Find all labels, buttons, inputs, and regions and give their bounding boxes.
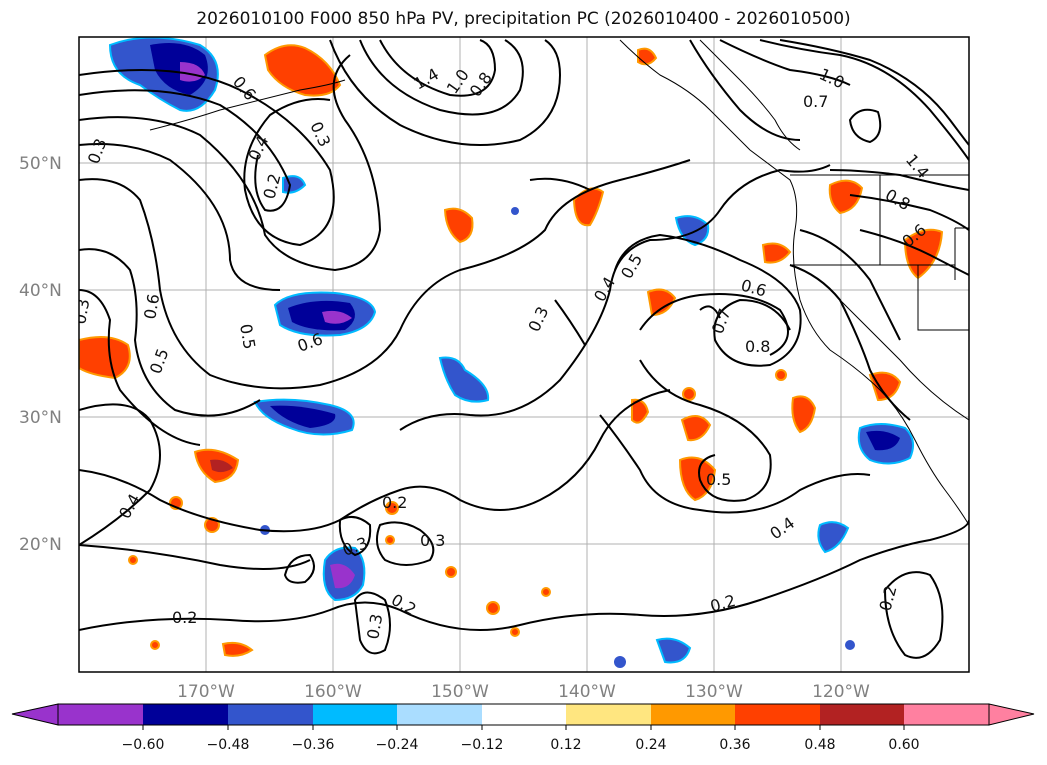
contour-label: 0.6 — [140, 292, 163, 320]
colorbar-tick-label: 0.48 — [804, 737, 835, 753]
colorbar: −0.60 −0.48 −0.36 −0.24 −0.12 0.12 0.24 … — [11, 703, 1035, 753]
colorbar-segment — [482, 704, 566, 725]
contour-label: 0.3 — [420, 531, 445, 550]
colorbar-segment — [566, 704, 651, 725]
contour-label: 0.2 — [172, 608, 197, 627]
colorbar-tick-label: −0.60 — [122, 737, 165, 753]
lon-label-130w: 130°W — [685, 682, 743, 702]
lat-label-50n: 50°N — [19, 154, 62, 174]
map-title: 2026010100 F000 850 hPa PV, precipitatio… — [196, 9, 851, 29]
colorbar-tick-label: −0.12 — [461, 737, 504, 753]
colorbar-tick-label: 0.24 — [635, 737, 666, 753]
longitude-labels: 170°W 160°W 150°W 140°W 130°W 120°W — [177, 682, 870, 702]
lon-label-120w: 120°W — [812, 682, 870, 702]
plot-area — [79, 37, 969, 672]
contour-label: 0.7 — [803, 92, 828, 111]
colorbar-tick-label: −0.36 — [292, 737, 335, 753]
latitude-labels: 50°N 40°N 30°N 20°N — [19, 154, 62, 555]
colorbar-segment — [58, 704, 143, 725]
precip-positive-patches — [79, 44, 944, 657]
colorbar-segment — [735, 704, 820, 725]
colorbar-extend-left — [11, 703, 59, 726]
lon-label-160w: 160°W — [304, 682, 362, 702]
colorbar-segment — [820, 704, 904, 725]
colorbar-segment — [313, 704, 397, 725]
plot-frame — [78, 36, 970, 673]
lon-label-150w: 150°W — [431, 682, 489, 702]
colorbar-tick-label: 0.60 — [888, 737, 919, 753]
colorbar-segment — [228, 704, 313, 725]
colorbar-ticks — [142, 725, 905, 730]
colorbar-tick-label: −0.24 — [376, 737, 419, 753]
pv-contours — [79, 39, 969, 659]
colorbar-tick-label: −0.48 — [207, 737, 250, 753]
lon-label-140w: 140°W — [558, 682, 616, 702]
contour-label: 0.3 — [70, 297, 93, 325]
contour-label: 0.3 — [363, 612, 386, 640]
lon-label-170w: 170°W — [177, 682, 235, 702]
colorbar-outline — [57, 703, 990, 726]
colorbar-segment — [397, 704, 482, 725]
lat-label-30n: 30°N — [19, 408, 62, 428]
colorbar-tick-label: 0.36 — [719, 737, 750, 753]
lat-label-20n: 20°N — [19, 535, 62, 555]
colorbar-tick-label: 0.12 — [550, 737, 581, 753]
contour-label: 0.5 — [236, 322, 259, 350]
contour-label: 0.8 — [745, 337, 770, 356]
lat-label-40n: 40°N — [19, 281, 62, 301]
colorbar-segment — [143, 704, 228, 725]
colorbar-segment — [651, 704, 735, 725]
colorbar-segment — [904, 704, 989, 725]
contour-label: 0.2 — [382, 493, 407, 512]
precip-negative-patches — [108, 37, 915, 668]
coastlines — [149, 39, 969, 526]
contour-label: 0.5 — [706, 470, 731, 489]
colorbar-extend-right — [988, 703, 1035, 726]
